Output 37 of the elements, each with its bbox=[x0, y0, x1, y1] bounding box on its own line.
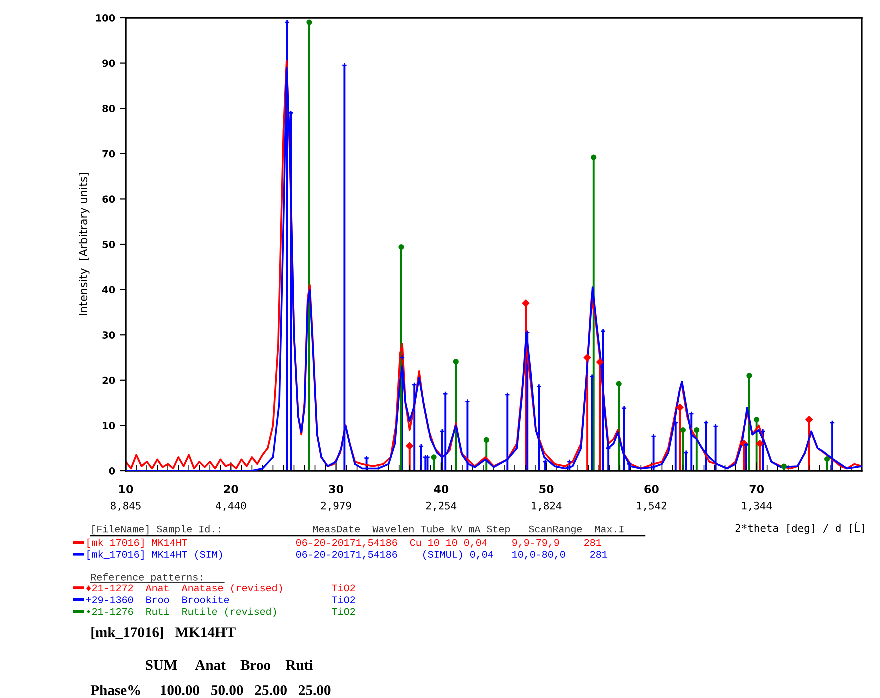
text: [FileName] Sample Id.: MeasDate Wavelen Tube kV mA Step ScanRange Max.I bbox=[92, 525, 624, 535]
y-tick-label: 10 bbox=[103, 422, 116, 430]
legend-label: [mk_17016] MK14HT (SIM) 06-20-20171,54186 (SIMUL) 0,04 10,0-80,0 281 bbox=[88, 550, 608, 560]
x-tick-label: 30 bbox=[329, 485, 344, 494]
y-tick-label: 80 bbox=[102, 105, 116, 112]
y-tick-label: 70 bbox=[102, 150, 116, 158]
x-tick-label: 40 bbox=[434, 485, 449, 494]
text: 1,542 bbox=[637, 502, 666, 512]
legend-label: +29-1360 Broo Brookite TiO2 bbox=[86, 596, 356, 604]
y-axis-title: Intensity [Arbitrary units] bbox=[78, 173, 90, 316]
y-tick-label: 0 bbox=[109, 467, 116, 475]
y-tick-label: 60 bbox=[102, 196, 116, 204]
x-tick-label: 50 bbox=[540, 485, 554, 494]
legend-label: •21-1276 Ruti Rutile (revised) TiO2 bbox=[87, 608, 356, 618]
text: Phase% 100.00 50.00 25.00 25.00 bbox=[90, 685, 331, 696]
text: SUM Anat Broo Ruti bbox=[146, 660, 313, 670]
y-tick-label: 40 bbox=[102, 286, 116, 294]
x-tick-label: 10 bbox=[120, 485, 134, 494]
y-tick-label: 50 bbox=[102, 240, 116, 248]
x-axis-title: 2*theta [deg] / d [Ĺ] bbox=[736, 522, 864, 534]
text: Reference patterns: bbox=[91, 573, 202, 583]
text: 1,824 bbox=[532, 502, 562, 512]
y-tick-label: 20 bbox=[102, 376, 116, 384]
legend-label: [mk 17016] MK14HT 06-20-20171,54186 Cu 10 10 0,04 9,9-79,9 281 bbox=[88, 538, 602, 548]
x-tick-label: 70 bbox=[750, 485, 764, 494]
x-tick-label: 60 bbox=[644, 485, 659, 494]
text: 1,344 bbox=[742, 502, 772, 512]
text: [mk_17016] MK14HT bbox=[92, 627, 236, 640]
text: 4,440 bbox=[216, 502, 246, 512]
x-tick-label: 20 bbox=[224, 485, 238, 494]
text: 8,845 bbox=[111, 502, 141, 512]
y-tick-label: 30 bbox=[102, 332, 116, 339]
text: 2,979 bbox=[321, 502, 352, 512]
text: 2,254 bbox=[426, 502, 457, 512]
y-tick-label: 90 bbox=[102, 60, 116, 68]
legend-label: ♦21-1272 Anat Anatase (revised) TiO2 bbox=[86, 584, 356, 594]
y-tick-label: 100 bbox=[96, 14, 116, 22]
